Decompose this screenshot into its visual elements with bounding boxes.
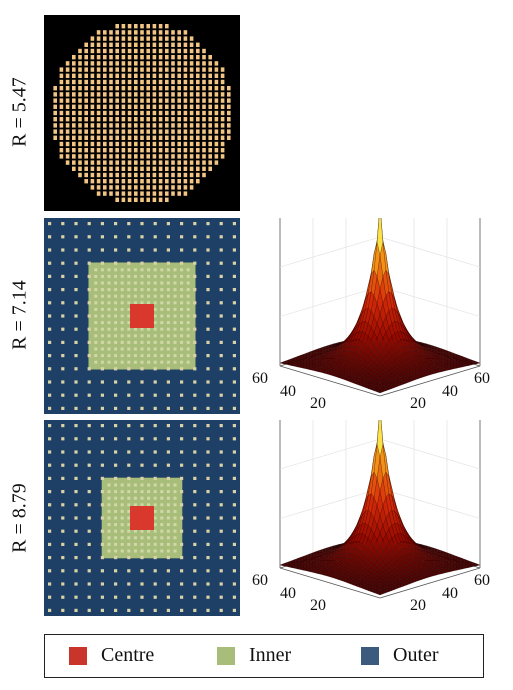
circle-grid-pattern	[44, 15, 240, 211]
circle-dots	[53, 24, 231, 202]
tick-label: 40	[280, 585, 296, 602]
legend-swatch-outer	[361, 646, 379, 665]
legend-swatch-centre	[69, 646, 87, 665]
legend-label-centre: Centre	[101, 644, 155, 666]
square-panel-1	[44, 218, 240, 414]
square-grid-pattern-1	[44, 218, 240, 414]
square-grid-pattern-2	[44, 420, 240, 616]
surface-mesh	[279, 206, 481, 394]
surface-mesh	[279, 408, 481, 596]
tick-label: 20	[410, 395, 426, 412]
legend-item-outer: Outer	[361, 635, 439, 676]
circle-panel	[44, 15, 240, 211]
legend-item-inner: Inner	[217, 635, 291, 676]
tick-label: 40	[280, 383, 296, 400]
surface-plot-2: 60 40 20 20 40 60	[250, 387, 508, 627]
tick-label: 60	[474, 370, 490, 387]
tick-label: 20	[310, 597, 326, 614]
square-panel-2	[44, 420, 240, 616]
tick-label: 40	[442, 383, 458, 400]
centre-region	[130, 304, 154, 328]
grid-dots	[48, 424, 236, 612]
legend-swatch-inner	[217, 646, 235, 665]
tick-label: 60	[474, 572, 490, 589]
surface-plot-svg-1: 60 40 20 20 40 60	[252, 185, 490, 412]
legend-label-inner: Inner	[249, 644, 292, 666]
grid-dots	[48, 222, 236, 410]
tick-label: 20	[310, 395, 326, 412]
tick-label: 40	[442, 585, 458, 602]
tick-label: 60	[252, 572, 268, 589]
surface-plot-svg-2: 60 40 20 20 40 60	[252, 387, 490, 614]
surface-plot-1: 60 40 20 20 40 60	[250, 185, 508, 425]
tick-label: 60	[252, 370, 268, 387]
tick-label: 20	[410, 597, 426, 614]
legend-item-centre: Centre	[69, 635, 154, 676]
legend-label-outer: Outer	[393, 644, 439, 666]
legend: Centre Inner Outer	[44, 634, 484, 678]
centre-region	[130, 506, 154, 530]
